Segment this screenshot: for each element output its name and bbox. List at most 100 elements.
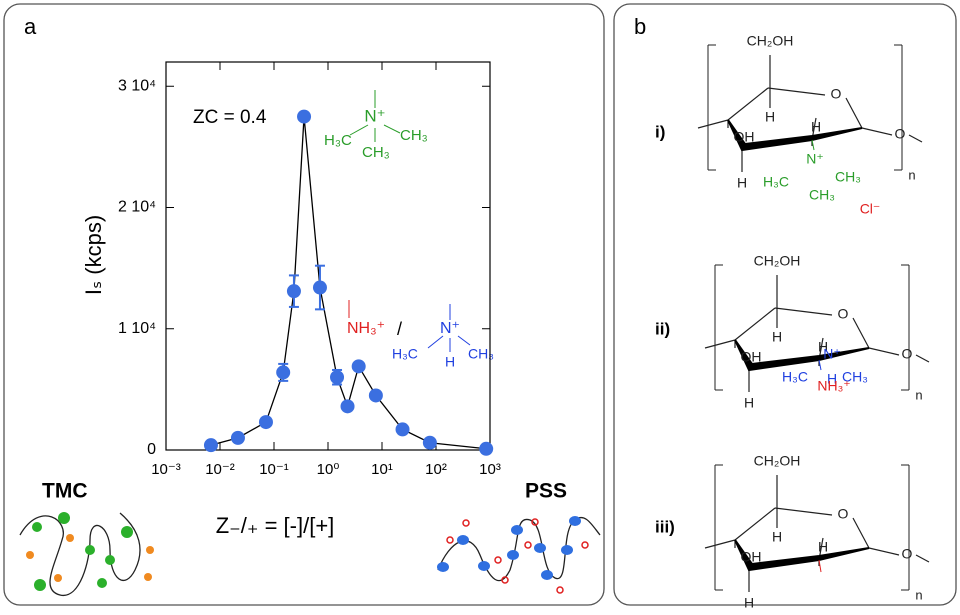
- bond: [349, 124, 369, 136]
- chem-label: CH₂OH: [754, 253, 801, 269]
- chem-label: H: [818, 539, 828, 555]
- x-tick-label: 10⁻¹: [259, 461, 289, 478]
- chem-label: H: [765, 109, 775, 125]
- counterion: [66, 534, 74, 542]
- structure-label: ii): [655, 319, 670, 338]
- x-tick-label: 10⁻²: [205, 461, 235, 478]
- charge: [34, 579, 46, 591]
- counterion: [446, 536, 454, 544]
- charge: [58, 512, 70, 524]
- data-point: [312, 280, 327, 295]
- charge: [478, 561, 490, 571]
- bond: [697, 119, 729, 129]
- structure-label: iii): [655, 517, 675, 536]
- counterion: [462, 519, 470, 527]
- pss-charges: [437, 516, 581, 580]
- chem-label: H: [827, 371, 837, 387]
- charge: [534, 543, 546, 553]
- counterion: [556, 586, 564, 594]
- charge: [457, 535, 469, 545]
- charge: [121, 526, 133, 538]
- chem-label: CH₃: [400, 127, 428, 144]
- bond: [457, 335, 471, 346]
- charge: [437, 562, 449, 572]
- x-tick-label: 10⁰: [317, 461, 340, 478]
- counterion: [146, 546, 154, 554]
- panel-a-frame: [3, 3, 605, 606]
- annotation: ZC = 0.4: [193, 107, 267, 128]
- panel-label: b: [634, 14, 646, 39]
- chem-label: O: [895, 126, 906, 142]
- x-axis-label: Z₋/₊ = [-]/[+]: [216, 513, 335, 538]
- bond: [704, 539, 736, 549]
- bond: [818, 359, 822, 371]
- y-tick-label: 1 10⁴: [118, 320, 156, 337]
- chem-label: H: [445, 354, 455, 370]
- bond: [915, 354, 930, 363]
- counterion: [144, 573, 152, 581]
- counterion: [26, 551, 34, 559]
- chem-label: H: [772, 329, 782, 345]
- chem-label: H: [811, 119, 821, 135]
- bold-bond: [734, 339, 870, 372]
- data-point: [258, 415, 273, 430]
- charge: [507, 550, 519, 560]
- data-point: [422, 435, 437, 450]
- chem-label: H₃C: [763, 174, 789, 190]
- pss-counterions: [446, 518, 589, 594]
- charge: [32, 522, 42, 532]
- chem-label: /: [397, 319, 402, 339]
- chem-label: OH: [734, 129, 755, 145]
- chem-label: H: [737, 175, 747, 191]
- bond: [734, 507, 776, 541]
- bond: [767, 87, 826, 96]
- charge: [97, 578, 107, 588]
- bond: [734, 307, 776, 341]
- chem-label: NH₃⁺: [817, 378, 850, 394]
- bond: [774, 307, 833, 316]
- counterion: [501, 576, 509, 584]
- structure: iii) CH₂OH O O OH H H H n NH₃⁺: [655, 378, 930, 611]
- structure-label: i): [655, 122, 665, 141]
- tmc-cartoon: [19, 512, 141, 596]
- bond: [915, 554, 930, 563]
- bond: [861, 127, 893, 136]
- counterion: [524, 541, 532, 549]
- charge: [105, 555, 115, 565]
- bond: [845, 97, 863, 129]
- data-point: [230, 430, 245, 445]
- counterion: [581, 541, 589, 549]
- bond: [818, 559, 822, 573]
- bond: [852, 517, 870, 549]
- data-point: [479, 441, 494, 456]
- counterion: [531, 518, 539, 526]
- y-tick-label: 3 10⁴: [118, 77, 156, 94]
- bond: [908, 134, 923, 143]
- chem-label: CH₃: [362, 144, 390, 161]
- charge: [541, 570, 553, 580]
- chem-label: Cl⁻: [860, 201, 881, 217]
- data-point: [351, 359, 366, 374]
- chem-label: n: [908, 167, 915, 182]
- x-tick-label: 10¹: [371, 461, 393, 478]
- chem-label: O: [831, 86, 842, 102]
- bond: [852, 317, 870, 349]
- bond: [868, 547, 900, 556]
- chem-label: n: [915, 587, 922, 602]
- chem-label: O: [902, 546, 913, 562]
- chem-label: CH₃: [835, 169, 861, 185]
- chem-label: CH₂OH: [747, 33, 794, 49]
- chem-label: N⁺: [440, 320, 460, 337]
- chem-label: n: [915, 387, 922, 402]
- bond: [383, 124, 401, 134]
- chem-label: H: [744, 395, 754, 411]
- counterion: [54, 574, 62, 582]
- bond: [868, 347, 900, 356]
- chem-label: N⁺: [823, 346, 841, 362]
- bond: [774, 507, 833, 516]
- bold-bond: [727, 119, 863, 152]
- panel-label: a: [24, 14, 37, 39]
- data-point: [203, 438, 218, 453]
- counterion: [494, 556, 502, 564]
